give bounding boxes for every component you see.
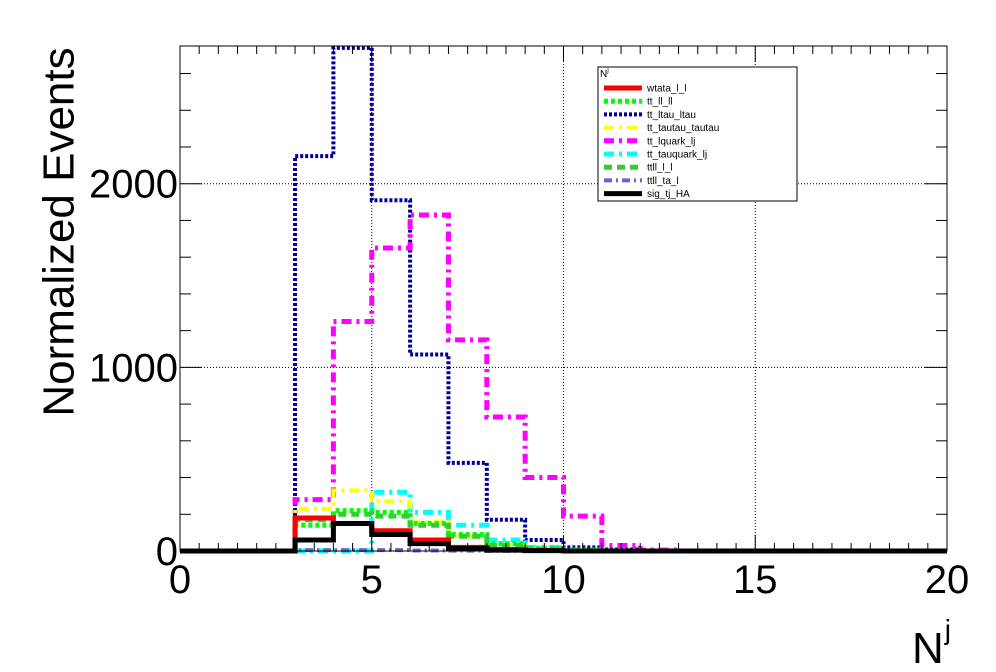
- x-tick-label: 0: [169, 558, 191, 602]
- legend-header-superscript: j: [606, 67, 609, 74]
- legend-label-sig-tj-HA: sig_tj_HA: [647, 189, 690, 200]
- legend-label-tt-ltau-ltau: tt_ltau_ltau: [647, 110, 696, 121]
- legend-label-wtata-l-l: wtata_l_l: [646, 84, 686, 95]
- y-tick-label: 1000: [89, 346, 178, 390]
- series-line-tt-lquark-lj: [180, 212, 947, 554]
- series-lines: [180, 45, 947, 554]
- legend-label-tt-ll-ll: tt_ll_ll: [647, 97, 673, 108]
- legend-header: Nj: [600, 67, 609, 80]
- legend: Nj wtata_l_l tt_ll_ll tt_ltau_ltau tt_tauta…: [597, 66, 798, 202]
- x-axis-title: Nj: [912, 614, 951, 672]
- y-tick-label: 0: [156, 530, 178, 574]
- legend-label-tt-tauquark-lj: tt_tauquark_lj: [647, 150, 707, 161]
- y-tick-label: 2000: [89, 163, 178, 207]
- legend-label-ttll-ta-l: ttll_ta_l: [647, 176, 679, 187]
- legend-label-ttll-l-l: ttll_l_l: [647, 163, 673, 174]
- x-axis-title-superscript: j: [944, 614, 951, 645]
- x-axis-title-main: N: [912, 624, 944, 672]
- x-tick-labels: 0 5 10 15 20: [169, 558, 969, 602]
- x-tick-label: 10: [541, 558, 586, 602]
- x-tick-label: 15: [733, 558, 778, 602]
- legend-label-tt-lquark-lj: tt_lquark_lj: [647, 136, 695, 147]
- y-axis-title: Normalized Events: [35, 47, 84, 416]
- y-tick-labels: 0 1000 2000: [89, 163, 178, 574]
- legend-entries: wtata_l_l tt_ll_ll tt_ltau_ltau tt_tautau_t…: [604, 84, 719, 200]
- axis-ticks: [179, 46, 948, 552]
- legend-header-main: N: [600, 69, 607, 80]
- legend-label-tt-tautau-tautau: tt_tautau_tautau: [647, 123, 719, 134]
- x-tick-label: 20: [925, 558, 970, 602]
- x-tick-label: 5: [361, 558, 383, 602]
